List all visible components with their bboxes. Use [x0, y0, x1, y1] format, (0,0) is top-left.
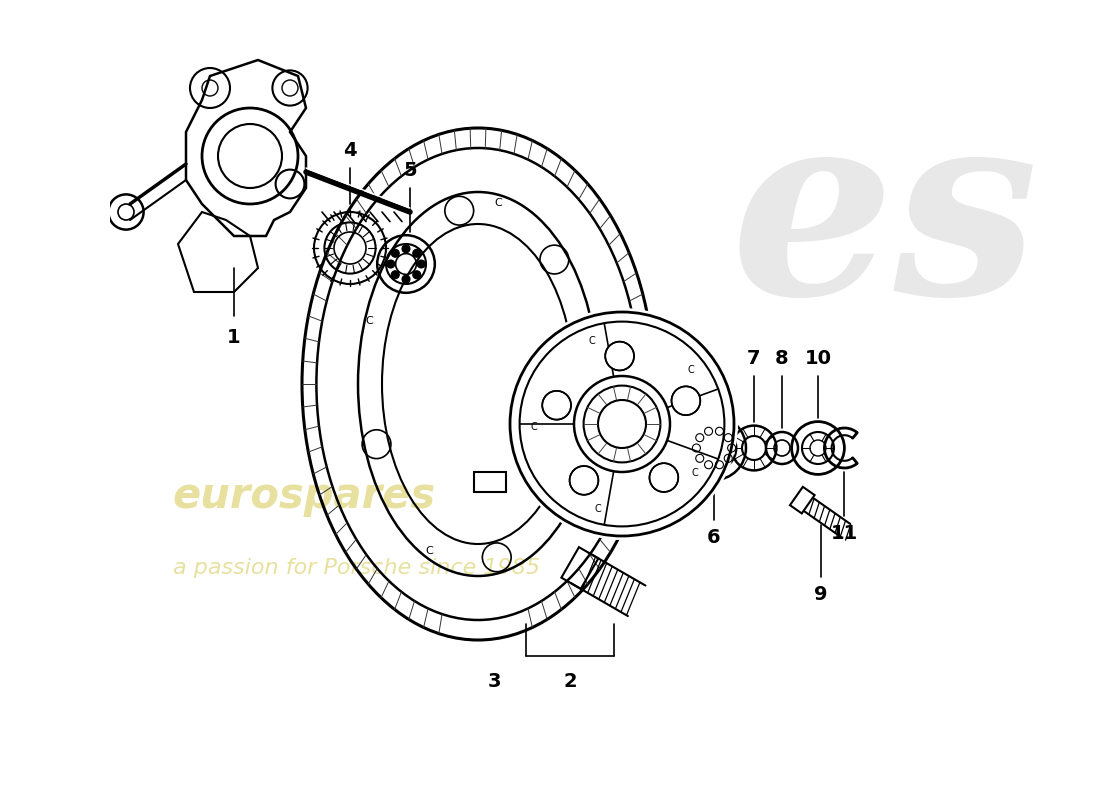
- Circle shape: [671, 386, 701, 415]
- Text: 4: 4: [343, 141, 356, 160]
- Circle shape: [605, 342, 634, 370]
- Circle shape: [649, 463, 679, 492]
- Text: eurospares: eurospares: [172, 475, 436, 517]
- Text: 6: 6: [707, 528, 721, 547]
- Text: 3: 3: [487, 672, 500, 691]
- Circle shape: [392, 250, 399, 258]
- Text: C: C: [588, 336, 595, 346]
- Text: es: es: [730, 99, 1038, 349]
- Circle shape: [506, 308, 738, 540]
- Text: 5: 5: [404, 161, 417, 180]
- Circle shape: [392, 270, 399, 278]
- Circle shape: [402, 275, 410, 283]
- Text: 9: 9: [814, 586, 827, 604]
- Circle shape: [387, 260, 395, 268]
- Text: C: C: [688, 365, 695, 375]
- Circle shape: [402, 245, 410, 253]
- Text: 7: 7: [747, 349, 761, 368]
- Text: 8: 8: [776, 349, 789, 368]
- Circle shape: [412, 250, 420, 258]
- Circle shape: [570, 466, 598, 494]
- Circle shape: [417, 260, 426, 268]
- Text: C: C: [425, 546, 433, 556]
- Circle shape: [542, 391, 571, 420]
- Polygon shape: [474, 472, 506, 492]
- Text: 1: 1: [228, 328, 241, 347]
- Text: C: C: [365, 316, 373, 326]
- Text: C: C: [494, 198, 502, 208]
- Text: a passion for Porsche since 1985: a passion for Porsche since 1985: [173, 558, 540, 578]
- Text: 11: 11: [830, 524, 858, 543]
- Text: C: C: [594, 503, 601, 514]
- Text: 2: 2: [563, 672, 576, 691]
- Text: C: C: [563, 498, 571, 507]
- Text: 10: 10: [804, 349, 832, 368]
- Text: C: C: [530, 422, 538, 432]
- Circle shape: [412, 270, 420, 278]
- Text: C: C: [692, 468, 698, 478]
